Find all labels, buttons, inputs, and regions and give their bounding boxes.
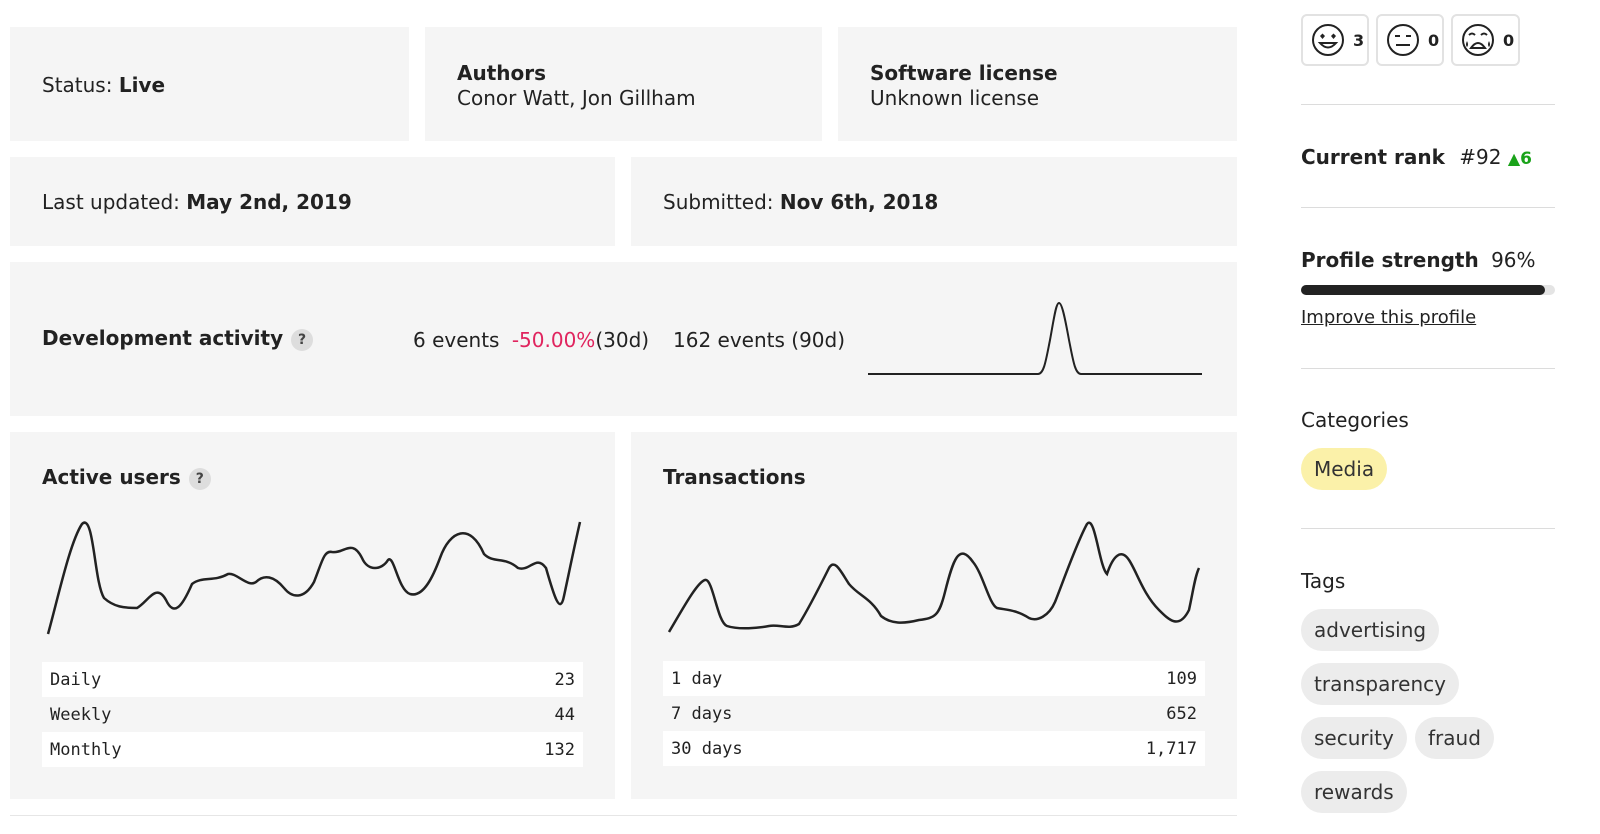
reaction-count: 3: [1353, 30, 1365, 50]
submitted-label: Submitted:: [663, 190, 774, 214]
stat-label: Daily: [50, 669, 102, 690]
transactions-table: 1 day 109 7 days 652 30 days 1,717: [663, 661, 1205, 766]
rank-value: #92: [1459, 145, 1502, 169]
stat-value: 44: [554, 704, 575, 725]
table-row: Monthly 132: [42, 732, 583, 767]
divider: [1301, 207, 1555, 208]
submitted-text: Submitted: Nov 6th, 2018: [663, 190, 938, 214]
table-row: 1 day 109: [663, 661, 1205, 696]
active-users-sparkline: [46, 521, 582, 635]
dev-activity-label-wrap: Development activity?: [42, 326, 314, 351]
tag-pill[interactable]: rewards: [1301, 771, 1407, 813]
reaction-crying-button[interactable]: 0: [1451, 14, 1520, 66]
current-rank: Current rank #92 ▲6: [1301, 145, 1532, 169]
stat-label: 7 days: [671, 703, 733, 724]
last-updated-text: Last updated: May 2nd, 2019: [42, 190, 352, 214]
help-icon[interactable]: ?: [291, 328, 314, 351]
tag-pill[interactable]: advertising: [1301, 609, 1440, 651]
table-row: Daily 23: [42, 662, 583, 697]
transactions-card: Transactions 1 day 109 7 days 652 30 days 1…: [631, 432, 1237, 799]
table-row: Weekly 44: [42, 697, 583, 732]
reaction-neutral-button[interactable]: 0: [1376, 14, 1444, 66]
profile-strength: Profile strength 96%: [1301, 248, 1536, 272]
dev-activity-card: Development activity? 6 events -50.00%(3…: [10, 262, 1237, 416]
status-text: Status: Live: [42, 73, 165, 97]
divider: [1301, 528, 1555, 529]
events-change: -50.00%: [511, 328, 596, 352]
transactions-sparkline: [667, 521, 1201, 633]
status-card: Status: Live: [10, 27, 409, 141]
stat-label: Weekly: [50, 704, 112, 725]
last-updated-card: Last updated: May 2nd, 2019: [10, 157, 615, 246]
crying-face-icon: [1462, 24, 1494, 56]
reaction-count: 0: [1428, 30, 1440, 50]
period-30d: (30d): [595, 328, 650, 352]
active-users-label: Active users: [42, 465, 181, 489]
stat-label: 1 day: [671, 668, 723, 689]
events-30d: 6 events: [413, 328, 500, 352]
authors-value: Conor Watt, Jon Gillham: [457, 86, 696, 110]
profile-progress-fill: [1301, 285, 1545, 295]
profile-label: Profile strength: [1301, 248, 1479, 272]
table-row: 7 days 652: [663, 696, 1205, 731]
stat-label: 30 days: [671, 738, 743, 759]
profile-value: 96%: [1491, 248, 1536, 272]
table-row: 30 days 1,717: [663, 731, 1205, 766]
dev-activity-30d: 6 events -50.00%(30d): [413, 328, 649, 352]
divider: [1301, 368, 1555, 369]
license-card: Software license Unknown license: [838, 27, 1237, 141]
license-label: Software license: [870, 61, 1058, 85]
reaction-count: 0: [1503, 30, 1515, 50]
tag-pill[interactable]: fraud: [1415, 717, 1494, 759]
dev-activity-label: Development activity: [42, 326, 284, 350]
status-value: Live: [118, 73, 166, 97]
active-users-table: Daily 23 Weekly 44 Monthly 132: [42, 662, 583, 767]
status-label: Status:: [42, 73, 113, 97]
last-updated-value: May 2nd, 2019: [186, 190, 352, 214]
stat-value: 23: [554, 669, 575, 690]
active-users-card: Active users? Daily 23 Weekly 44 Monthly 13…: [10, 432, 615, 799]
profile-progress-bar: [1301, 285, 1555, 295]
transactions-label: Transactions: [663, 465, 806, 489]
stat-value: 132: [544, 739, 575, 760]
submitted-value: Nov 6th, 2018: [779, 190, 939, 214]
divider: [1301, 104, 1555, 105]
improve-profile-link[interactable]: Improve this profile: [1301, 307, 1477, 328]
events-90d: 162 events (90d): [673, 328, 846, 352]
category-pill[interactable]: Media: [1301, 448, 1388, 490]
rank-label: Current rank: [1301, 145, 1445, 169]
tag-pill[interactable]: transparency: [1301, 663, 1459, 705]
tags-heading: Tags: [1301, 569, 1346, 593]
license-value: Unknown license: [870, 86, 1040, 110]
heart-eyes-face-icon: [1312, 24, 1344, 56]
reaction-heart-eyes-button[interactable]: 3: [1301, 14, 1369, 66]
stat-label: Monthly: [50, 739, 122, 760]
stat-value: 652: [1166, 703, 1197, 724]
help-icon[interactable]: ?: [188, 467, 211, 490]
submitted-card: Submitted: Nov 6th, 2018: [631, 157, 1237, 246]
dev-activity-sparkline: [868, 301, 1202, 375]
rank-change: 6: [1520, 149, 1532, 169]
authors-label: Authors: [457, 61, 547, 85]
rank-up-arrow-icon: ▲: [1507, 149, 1521, 168]
categories-heading: Categories: [1301, 408, 1409, 432]
active-users-label-wrap: Active users?: [42, 465, 211, 490]
last-updated-label: Last updated:: [42, 190, 180, 214]
authors-card: Authors Conor Watt, Jon Gillham: [425, 27, 822, 141]
stat-value: 109: [1166, 668, 1197, 689]
divider: [10, 815, 1237, 816]
neutral-face-icon: [1387, 24, 1419, 56]
tag-pill[interactable]: security: [1301, 717, 1407, 759]
stat-value: 1,717: [1145, 738, 1197, 759]
